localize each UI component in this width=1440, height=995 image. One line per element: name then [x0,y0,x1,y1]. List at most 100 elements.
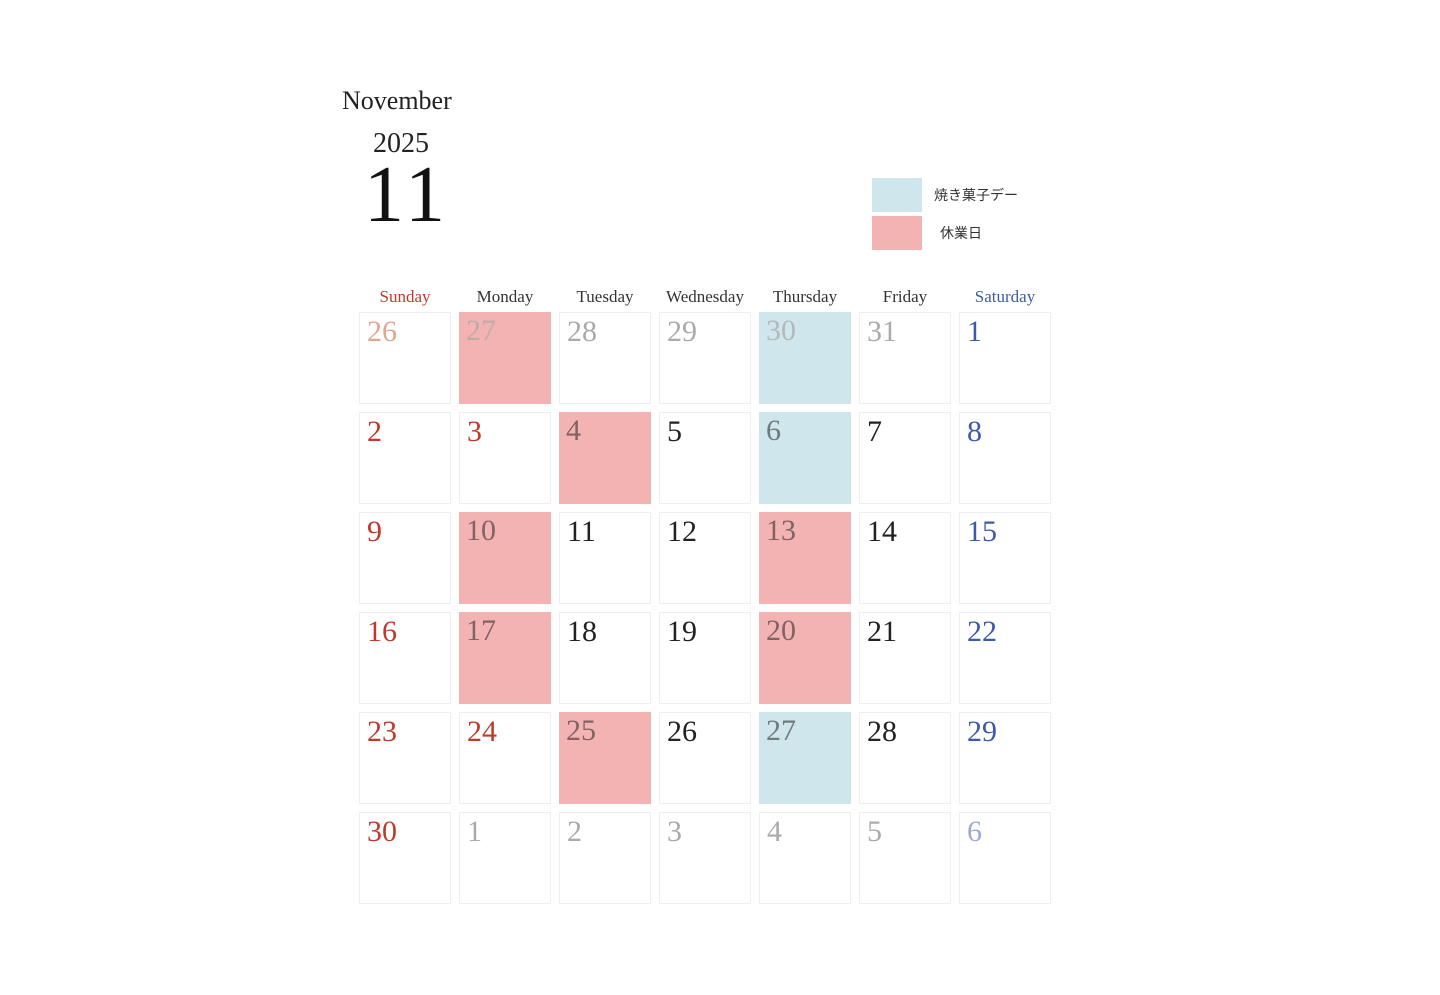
day-number: 15 [967,515,997,548]
day-cell: 2 [559,812,651,904]
day-cell: 3 [459,412,551,504]
day-number: 23 [367,715,397,748]
day-cell: 7 [859,412,951,504]
legend-label: 休業日 [940,226,982,242]
day-number: 8 [967,415,982,448]
day-number: 31 [867,315,897,348]
day-number: 11 [567,515,596,548]
day-cell: 27 [459,312,551,404]
month-number: 11 [364,151,450,239]
day-number: 12 [667,515,697,548]
day-cell: 9 [359,512,451,604]
day-cell: 19 [659,612,751,704]
day-cell: 15 [959,512,1051,604]
day-cell: 6 [959,812,1051,904]
legend-baked-day: 焼き菓子デー [872,176,1018,214]
day-number: 26 [667,715,697,748]
legend-label: 焼き菓子デー [934,188,1018,204]
day-cell: 8 [959,412,1051,504]
day-cell: 22 [959,612,1051,704]
day-number: 2 [367,415,382,448]
day-cell: 28 [859,712,951,804]
day-number: 27 [766,714,796,747]
weekday-header-saturday: Saturday [974,287,1036,306]
legend-swatch-baked [872,178,922,212]
day-number: 21 [867,615,897,648]
day-cell: 31 [859,312,951,404]
day-cell: 23 [359,712,451,804]
day-cell: 11 [559,512,651,604]
day-number: 1 [467,815,482,848]
day-number: 4 [566,414,581,447]
day-cell: 5 [859,812,951,904]
day-number: 13 [766,514,796,547]
day-cell: 14 [859,512,951,604]
day-cell: 17 [459,612,551,704]
day-number: 3 [467,415,482,448]
day-cell: 30 [359,812,451,904]
day-cell: 4 [759,812,851,904]
day-cell: 5 [659,412,751,504]
month-name: November [342,86,452,115]
day-number: 9 [367,515,382,548]
day-cell: 10 [459,512,551,604]
legend: 焼き菓子デー 休業日 [872,176,1018,252]
day-cell: 26 [359,312,451,404]
day-number: 28 [567,315,597,348]
day-cell: 6 [759,412,851,504]
day-number: 26 [367,315,397,348]
day-number: 17 [466,614,496,647]
day-cell: 1 [459,812,551,904]
day-cell: 30 [759,312,851,404]
weekday-header-tuesday: Tuesday [576,287,634,306]
day-number: 29 [667,315,697,348]
day-number: 3 [667,815,682,848]
legend-swatch-closed [872,216,922,250]
day-cell: 20 [759,612,851,704]
day-cell: 12 [659,512,751,604]
legend-closed-day: 休業日 [872,214,1018,252]
day-cell: 13 [759,512,851,604]
day-number: 25 [566,714,596,747]
day-number: 30 [766,314,796,347]
weekday-header-sunday: Sunday [379,287,431,306]
day-number: 6 [967,815,982,848]
day-number: 1 [967,315,982,348]
day-number: 19 [667,615,697,648]
day-number: 6 [766,414,781,447]
day-number: 24 [467,715,497,748]
day-number: 30 [367,815,397,848]
day-cell: 18 [559,612,651,704]
day-cell: 4 [559,412,651,504]
day-number: 7 [867,415,882,448]
day-cell: 24 [459,712,551,804]
weekday-header-thursday: Thursday [772,287,838,306]
day-cell: 2 [359,412,451,504]
day-cell: 27 [759,712,851,804]
day-number: 16 [367,615,397,648]
day-number: 22 [967,615,997,648]
day-number: 27 [466,314,496,347]
weekday-header-friday: Friday [882,287,928,306]
day-number: 5 [667,415,682,448]
day-number: 29 [967,715,997,748]
day-cell: 1 [959,312,1051,404]
day-cell: 28 [559,312,651,404]
day-cell: 29 [959,712,1051,804]
day-number: 5 [867,815,882,848]
day-number: 14 [867,515,897,548]
day-number: 2 [567,815,582,848]
day-number: 20 [766,614,796,647]
day-cell: 3 [659,812,751,904]
day-number: 18 [567,615,597,648]
day-cell: 29 [659,312,751,404]
day-cell: 25 [559,712,651,804]
day-cell: 21 [859,612,951,704]
day-number: 4 [767,815,782,848]
weekday-header-monday: Monday [476,287,534,306]
day-number: 28 [867,715,897,748]
weekday-header-wednesday: Wednesday [666,287,744,306]
year: 2025 [373,128,429,159]
day-cell: 16 [359,612,451,704]
day-cell: 26 [659,712,751,804]
